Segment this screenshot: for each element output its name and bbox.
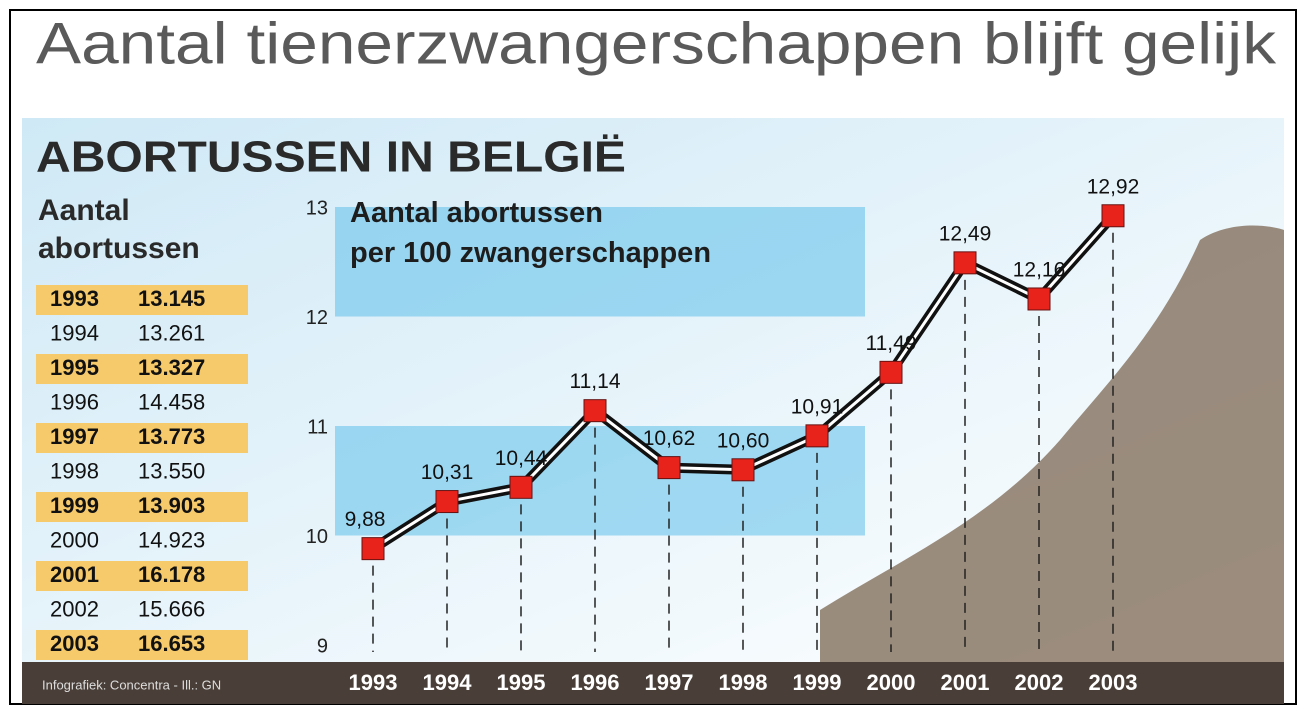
y-tick-label: 9 [317, 635, 328, 657]
y-tick-label: 10 [306, 526, 328, 548]
y-tick-label: 11 [307, 416, 328, 438]
x-tick-label: 1995 [497, 670, 546, 695]
marker [732, 459, 754, 481]
table-header-line: Aantal [38, 194, 130, 227]
value-label: 12,49 [939, 222, 992, 245]
table-cell: 14.923 [138, 527, 205, 552]
marker [658, 457, 680, 479]
marker [436, 491, 458, 513]
table-cell: 15.666 [138, 596, 205, 621]
table-cell: 16.653 [138, 631, 205, 656]
table-cell: 1996 [50, 389, 99, 414]
table-cell: 1997 [50, 424, 99, 449]
marker [1102, 205, 1124, 227]
table-cell: 13.261 [138, 320, 205, 345]
table-cell: 2003 [50, 631, 99, 656]
table-cell: 1995 [50, 355, 99, 380]
x-tick-label: 2002 [1015, 670, 1064, 695]
chart-title-line: Aantal abortussen [350, 197, 603, 229]
headline: Aantal tienerzwangerschappen blijft geli… [36, 11, 1277, 76]
value-label: 10,62 [643, 427, 696, 450]
y-tick-label: 13 [306, 197, 328, 219]
value-label: 10,31 [421, 461, 474, 484]
marker [806, 425, 828, 447]
table-cell: 13.550 [138, 458, 205, 483]
x-tick-label: 2003 [1089, 670, 1138, 695]
x-tick-label: 2000 [867, 670, 916, 695]
x-tick-label: 1993 [349, 670, 398, 695]
table-cell: 16.178 [138, 562, 205, 587]
x-tick-label: 1996 [571, 670, 620, 695]
x-tick-label: 1997 [645, 670, 694, 695]
value-label: 10,91 [791, 395, 844, 418]
table-cell: 2002 [50, 596, 99, 621]
value-label: 12,92 [1087, 175, 1140, 198]
x-tick-label: 2001 [941, 670, 990, 695]
marker [362, 538, 384, 560]
table-cell: 1994 [50, 320, 99, 345]
value-label: 11,49 [866, 332, 917, 355]
marker [880, 361, 902, 383]
marker [584, 400, 606, 422]
table-cell: 1993 [50, 286, 99, 311]
x-tick-label: 1999 [793, 670, 842, 695]
table-cell: 14.458 [138, 389, 205, 414]
value-label: 10,44 [495, 447, 548, 470]
table-cell: 13.773 [138, 424, 205, 449]
table-cell: 2000 [50, 527, 99, 552]
table-header-line: abortussen [38, 232, 200, 265]
table-cell: 13.327 [138, 355, 205, 380]
value-label: 11,14 [570, 370, 621, 393]
table-cell: 13.903 [138, 493, 205, 518]
x-tick-label: 1998 [719, 670, 768, 695]
table-cell: 13.145 [138, 286, 205, 311]
table-cell: 2001 [50, 562, 99, 587]
credit: Infografiek: Concentra - Ill.: GN [42, 677, 221, 692]
marker [954, 252, 976, 274]
marker [510, 476, 532, 498]
subtitle: ABORTUSSEN IN BELGIË [36, 133, 626, 182]
infographic: Aantal tienerzwangerschappen blijft geli… [0, 0, 1306, 710]
x-tick-label: 1994 [423, 670, 473, 695]
value-label: 12,16 [1013, 259, 1066, 282]
value-label: 10,60 [717, 429, 770, 452]
table-cell: 1999 [50, 493, 99, 518]
marker [1028, 288, 1050, 310]
chart-title-line: per 100 zwangerschappen [350, 237, 711, 269]
table-cell: 1998 [50, 458, 99, 483]
value-label: 9,88 [345, 508, 386, 531]
y-tick-label: 12 [306, 307, 328, 329]
